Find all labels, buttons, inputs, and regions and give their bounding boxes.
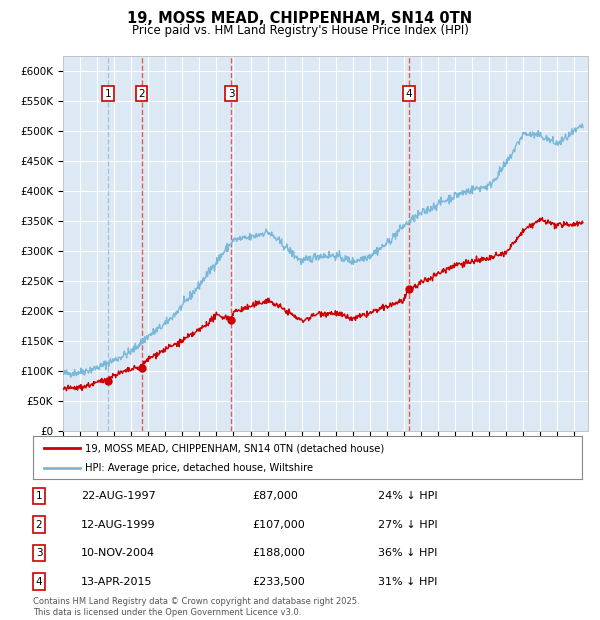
Text: 2: 2 [138, 89, 145, 99]
Text: Contains HM Land Registry data © Crown copyright and database right 2025.
This d: Contains HM Land Registry data © Crown c… [33, 598, 359, 617]
Text: 12-AUG-1999: 12-AUG-1999 [81, 520, 155, 529]
Text: 13-APR-2015: 13-APR-2015 [81, 577, 152, 587]
Text: £233,500: £233,500 [252, 577, 305, 587]
Text: 19, MOSS MEAD, CHIPPENHAM, SN14 0TN (detached house): 19, MOSS MEAD, CHIPPENHAM, SN14 0TN (det… [85, 443, 385, 453]
Text: 1: 1 [35, 491, 43, 501]
Text: 3: 3 [35, 548, 43, 558]
Text: 1: 1 [104, 89, 112, 99]
Text: 19, MOSS MEAD, CHIPPENHAM, SN14 0TN: 19, MOSS MEAD, CHIPPENHAM, SN14 0TN [127, 11, 473, 26]
Text: HPI: Average price, detached house, Wiltshire: HPI: Average price, detached house, Wilt… [85, 463, 313, 473]
Text: 3: 3 [228, 89, 235, 99]
Text: 10-NOV-2004: 10-NOV-2004 [81, 548, 155, 558]
Text: 4: 4 [406, 89, 412, 99]
Text: Price paid vs. HM Land Registry's House Price Index (HPI): Price paid vs. HM Land Registry's House … [131, 24, 469, 37]
Text: 2: 2 [35, 520, 43, 529]
Text: 22-AUG-1997: 22-AUG-1997 [81, 491, 156, 501]
Text: 31% ↓ HPI: 31% ↓ HPI [378, 577, 437, 587]
Text: £188,000: £188,000 [252, 548, 305, 558]
Text: 36% ↓ HPI: 36% ↓ HPI [378, 548, 437, 558]
Text: 4: 4 [35, 577, 43, 587]
Text: 27% ↓ HPI: 27% ↓ HPI [378, 520, 437, 529]
Text: £87,000: £87,000 [252, 491, 298, 501]
Text: 24% ↓ HPI: 24% ↓ HPI [378, 491, 437, 501]
Text: £107,000: £107,000 [252, 520, 305, 529]
